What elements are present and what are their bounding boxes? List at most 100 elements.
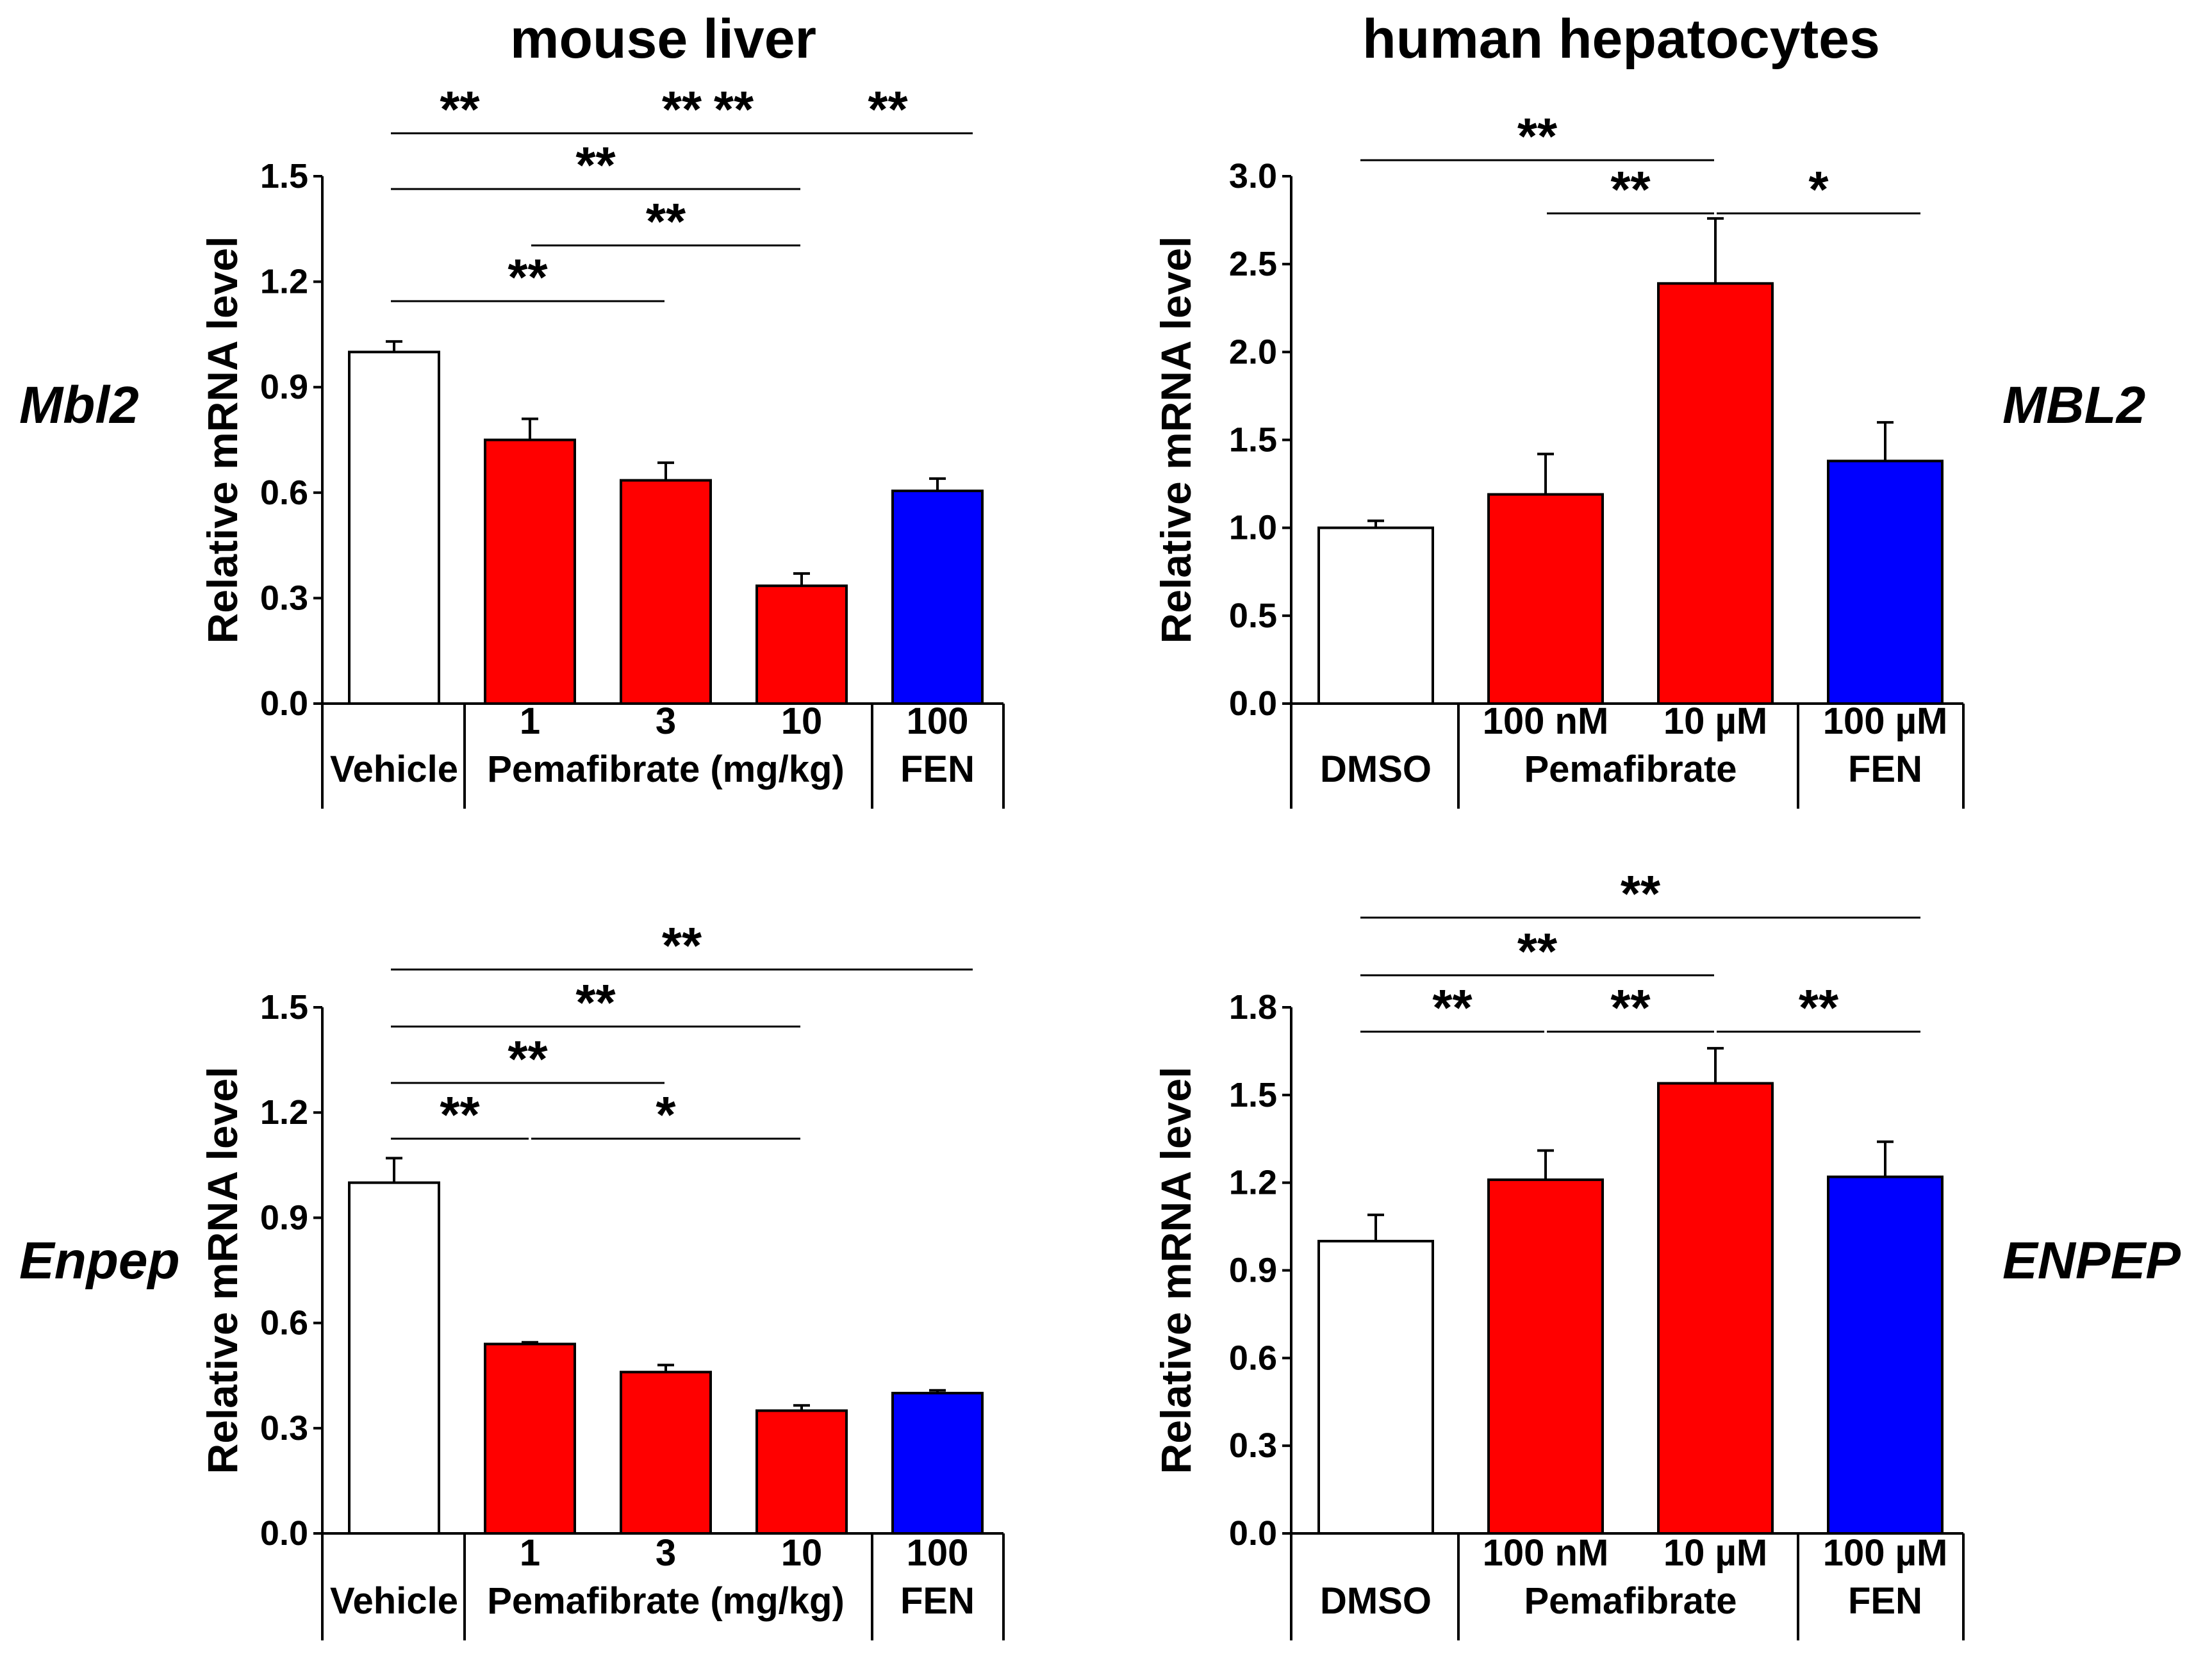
significance-label-1: ** xyxy=(662,917,702,974)
y-tick-label: 1.0 xyxy=(1229,509,1277,547)
significance-label-2: ** xyxy=(575,974,616,1031)
panel-mouse-mbl2: Mbl2 Relative mRNA level 0.0 0.3 0.6 0.9 1.2 1.… xyxy=(19,81,1005,809)
category-label-2: 1 xyxy=(520,700,540,742)
y-tick-label: 1.5 xyxy=(1229,1076,1277,1114)
y-tick-label: 1.5 xyxy=(1229,421,1277,459)
group-label-2: Pemafibrate (mg/kg) xyxy=(487,1580,845,1622)
group-label-3: FEN xyxy=(1848,1580,1922,1622)
y-tick-label: 0.6 xyxy=(260,1304,308,1342)
y-tick-label: 1.5 xyxy=(260,157,308,195)
category-label-4: 10 xyxy=(781,700,823,742)
y-tick-label: 0.9 xyxy=(260,1198,308,1237)
category-label-5: 100 xyxy=(907,700,969,742)
bar-2 xyxy=(484,438,576,705)
gene-label: MBL2 xyxy=(2002,376,2145,434)
bar-4 xyxy=(1827,459,1944,705)
bar-3 xyxy=(1657,282,1774,705)
significance-label-2: ** xyxy=(575,136,616,194)
bar-4 xyxy=(755,1409,848,1535)
y-tick-label: 1.2 xyxy=(260,1093,308,1132)
y-tick-label: 0.0 xyxy=(1229,1514,1277,1553)
group-label-2: Pemafibrate xyxy=(1524,748,1737,790)
bar-1 xyxy=(1317,526,1434,706)
bar-2 xyxy=(1487,493,1604,705)
group-label-3: FEN xyxy=(1848,748,1922,790)
group-label-2: Pemafibrate (mg/kg) xyxy=(487,748,845,790)
significance-label-7: ** xyxy=(868,81,908,138)
significance-label-5: ** xyxy=(440,81,480,138)
y-tick-label: 1.8 xyxy=(1229,988,1277,1027)
category-label-5: 100 xyxy=(907,1532,969,1574)
gene-label: ENPEP xyxy=(2002,1232,2181,1290)
y-tick-label: 0.0 xyxy=(1229,684,1277,723)
y-tick-label: 0.0 xyxy=(260,1514,308,1553)
category-label-2: 100 nM xyxy=(1483,1532,1609,1574)
category-label-3: 3 xyxy=(656,700,676,742)
y-tick-label: 0.6 xyxy=(1229,1339,1277,1377)
significance-label-3: ** xyxy=(508,1030,548,1087)
panel-human-mbl2: MBL2 Relative mRNA level 0.0 0.5 1.0 1.5 2.0 2.… xyxy=(1152,108,2145,809)
y-axis-label: Relative mRNA level xyxy=(199,1067,246,1474)
panel-mouse-enpep: Enpep Relative mRNA level 0.0 0.3 0.6 0.9 1.2 1… xyxy=(19,917,1005,1640)
significance-label-1: ** xyxy=(1621,865,1661,922)
y-axis-label: Relative mRNA level xyxy=(1152,1067,1200,1474)
significance-label-2: ** xyxy=(1610,161,1651,218)
significance-label-3: * xyxy=(1808,161,1829,218)
group-label-1: DMSO xyxy=(1320,748,1432,790)
bar-2 xyxy=(1487,1178,1604,1535)
y-tick-label: 3.0 xyxy=(1229,157,1277,195)
bar-3 xyxy=(620,479,712,705)
category-label-3: 10 µM xyxy=(1663,1532,1767,1574)
bar-5 xyxy=(891,490,984,705)
category-label-4: 10 xyxy=(781,1532,823,1574)
y-tick-label: 0.3 xyxy=(1229,1426,1277,1465)
category-label-4: 100 µM xyxy=(1823,1532,1948,1574)
gene-label: Enpep xyxy=(19,1232,180,1290)
significance-label-5: ** xyxy=(1799,979,1839,1036)
category-label-2: 100 nM xyxy=(1483,700,1609,742)
y-tick-label: 0.3 xyxy=(260,1409,308,1448)
group-label-3: FEN xyxy=(900,1580,975,1622)
group-label-1: DMSO xyxy=(1320,1580,1432,1622)
y-tick-label: 1.2 xyxy=(260,263,308,301)
group-label-1: Vehicle xyxy=(330,748,458,790)
significance-label-3: ** xyxy=(1432,979,1473,1036)
y-tick-label: 2.0 xyxy=(1229,333,1277,371)
y-tick-label: 2.5 xyxy=(1229,245,1277,283)
y-tick-label: 0.5 xyxy=(1229,597,1277,635)
title-mouse-liver: mouse liver xyxy=(510,8,816,70)
category-label-3: 10 µM xyxy=(1663,700,1767,742)
bar-1 xyxy=(348,1181,440,1535)
panel-human-enpep: ENPEP Relative mRNA level 0.0 0.3 0.6 0.9 1.2 1… xyxy=(1152,865,2181,1640)
significance-label-3: ** xyxy=(508,249,548,306)
significance-label-1: ** xyxy=(1517,108,1558,165)
group-label-2: Pemafibrate xyxy=(1524,1580,1737,1622)
bar-4 xyxy=(755,584,848,705)
category-label-3: 3 xyxy=(656,1532,676,1574)
category-label-4: 100 µM xyxy=(1823,700,1948,742)
y-tick-label: 0.9 xyxy=(1229,1251,1277,1290)
bar-3 xyxy=(620,1371,712,1535)
y-tick-label: 1.5 xyxy=(260,988,308,1027)
bar-3 xyxy=(1657,1082,1774,1535)
y-tick-label: 0.6 xyxy=(260,474,308,512)
category-label-2: 1 xyxy=(520,1532,540,1574)
y-tick-label: 0.0 xyxy=(260,684,308,723)
gene-label: Mbl2 xyxy=(19,376,139,434)
bar-4 xyxy=(1827,1175,1944,1535)
significance-label-4: ** xyxy=(1610,979,1651,1036)
group-label-3: FEN xyxy=(900,748,975,790)
bar-1 xyxy=(1317,1239,1434,1535)
y-axis-label: Relative mRNA level xyxy=(199,236,246,644)
group-label-1: Vehicle xyxy=(330,1580,458,1622)
y-tick-label: 0.9 xyxy=(260,368,308,406)
bar-1 xyxy=(348,351,440,705)
title-human-hepatocytes: human hepatocytes xyxy=(1362,8,1880,70)
significance-label-4: ** xyxy=(714,81,754,138)
significance-label-1: ** xyxy=(662,81,702,138)
y-axis-label: Relative mRNA level xyxy=(1152,236,1200,644)
significance-label-2: ** xyxy=(1517,923,1558,980)
significance-label-4: ** xyxy=(440,1086,480,1143)
significance-label-5: * xyxy=(656,1086,676,1143)
